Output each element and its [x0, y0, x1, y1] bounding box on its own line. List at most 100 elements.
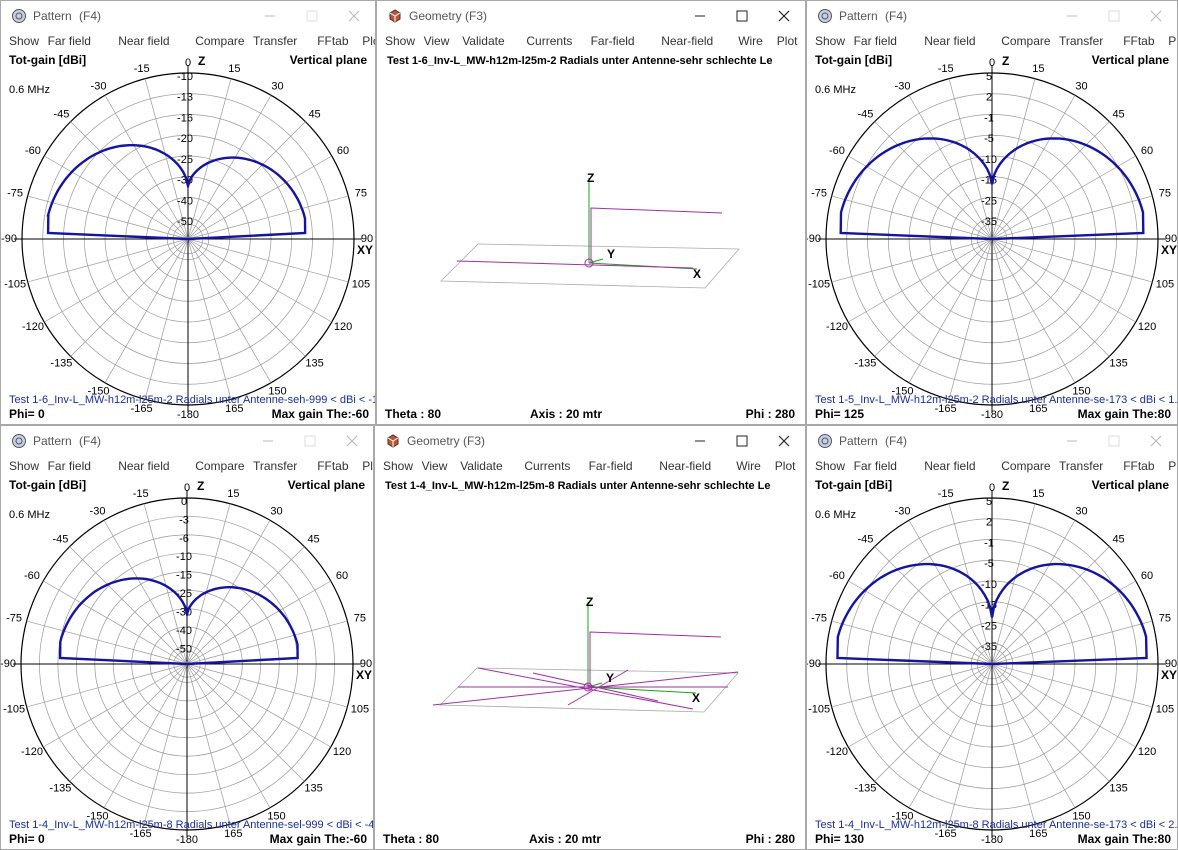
- geometry-heading: Test 1-6_Inv-L_MW-h12m-l25m-2 Radials un…: [387, 55, 773, 67]
- menu-item[interactable]: Show: [815, 459, 846, 473]
- menu-item[interactable]: Transfer: [1059, 34, 1104, 48]
- window-icon: [12, 9, 26, 23]
- grid-spoke: [831, 663, 993, 708]
- menu-item[interactable]: Compare: [1001, 34, 1051, 48]
- menu-item[interactable]: View: [421, 459, 448, 473]
- window: Geometry (F3) Show View Validate Currents Far-…: [376, 0, 806, 425]
- menu-item[interactable]: Wire: [736, 459, 761, 473]
- menu-item[interactable]: Validate: [460, 459, 503, 473]
- title-bar[interactable]: Pattern (F4): [807, 1, 1177, 31]
- menu-item[interactable]: Show: [385, 34, 416, 48]
- angle-label: -180: [176, 834, 198, 846]
- close-button[interactable]: [778, 435, 790, 447]
- menu-item[interactable]: Show: [9, 34, 40, 48]
- menu-item[interactable]: Show: [383, 459, 414, 473]
- frequency-label: 0.6 MHz: [9, 509, 50, 521]
- menu-item[interactable]: FFtab: [317, 459, 349, 473]
- maximize-button[interactable]: [306, 10, 318, 22]
- grid-spoke: [143, 663, 188, 825]
- title-bar[interactable]: Pattern (F4): [807, 426, 1177, 456]
- menu-item[interactable]: Show: [815, 34, 846, 48]
- menu-item[interactable]: Far field: [853, 34, 897, 48]
- angle-label: 90: [360, 658, 372, 670]
- menu-item[interactable]: Compare: [195, 459, 245, 473]
- menu-item[interactable]: FFtab: [317, 34, 349, 48]
- angle-label: -45: [53, 108, 69, 120]
- title-bar[interactable]: Geometry (F3): [375, 426, 805, 456]
- grid-spoke: [187, 195, 349, 240]
- maximize-button[interactable]: [736, 435, 748, 447]
- menu-item[interactable]: Far field: [47, 34, 91, 48]
- close-button[interactable]: [346, 435, 358, 447]
- angle-label: 105: [1156, 703, 1174, 715]
- menu-item[interactable]: FFtab: [1123, 34, 1155, 48]
- grid-spoke: [991, 620, 1153, 665]
- menu-item[interactable]: Compare: [195, 34, 245, 48]
- grid-spoke: [187, 155, 332, 240]
- window-controls: [1067, 435, 1162, 447]
- menu-item[interactable]: Transfer: [253, 34, 298, 48]
- close-button[interactable]: [1150, 435, 1162, 447]
- grid-spoke: [991, 663, 1036, 825]
- plane-label: Vertical plane: [290, 53, 368, 67]
- grid-spoke: [991, 238, 1136, 323]
- menu-item[interactable]: Plot: [362, 34, 375, 48]
- angle-label: -150: [86, 810, 108, 822]
- maximize-button[interactable]: [1108, 435, 1120, 447]
- maximize-button[interactable]: [736, 10, 748, 22]
- menu-item[interactable]: Near field: [118, 34, 170, 48]
- maximize-button[interactable]: [1108, 10, 1120, 22]
- axis-label: X: [693, 267, 701, 281]
- menu-item[interactable]: Plot: [362, 459, 373, 473]
- grid-spoke: [186, 663, 331, 748]
- menu-item[interactable]: Far field: [47, 459, 91, 473]
- title-bar[interactable]: Pattern (F4): [1, 426, 373, 456]
- maximize-button[interactable]: [304, 435, 316, 447]
- title-bar[interactable]: Pattern (F4): [1, 1, 375, 31]
- menu-item[interactable]: Show: [9, 459, 40, 473]
- menu-item[interactable]: Plot: [1168, 459, 1178, 473]
- menu-item[interactable]: Far-field: [590, 34, 635, 48]
- grid-spoke: [187, 238, 349, 283]
- menu-item[interactable]: Wire: [738, 34, 763, 48]
- menu-item[interactable]: Far-field: [588, 459, 633, 473]
- pattern-curve: [58, 577, 299, 666]
- menu-item[interactable]: Far field: [853, 459, 897, 473]
- menu-item[interactable]: Currents: [524, 459, 571, 473]
- menu-item[interactable]: Currents: [526, 34, 573, 48]
- menu-item[interactable]: Plot: [774, 459, 796, 473]
- angle-label: 45: [308, 108, 320, 120]
- menu-item[interactable]: Transfer: [253, 459, 298, 473]
- grid-spoke: [143, 503, 188, 665]
- close-button[interactable]: [778, 10, 790, 22]
- grid-spoke: [186, 503, 231, 665]
- grid-spoke: [27, 195, 189, 240]
- geometry-heading: Test 1-4_Inv-L_MW-h12m-l25m-8 Radials un…: [385, 480, 771, 492]
- radial-label: -50: [177, 216, 193, 228]
- radial-label: -25: [981, 620, 997, 632]
- menu-item[interactable]: Near-field: [661, 34, 714, 48]
- menu-item[interactable]: Plot: [776, 34, 798, 48]
- menu-item[interactable]: Plot: [1168, 34, 1178, 48]
- menu-item[interactable]: Near field: [118, 459, 170, 473]
- close-button[interactable]: [1150, 10, 1162, 22]
- angle-label: -135: [854, 357, 876, 369]
- menu-item[interactable]: Compare: [1001, 459, 1051, 473]
- close-button[interactable]: [348, 10, 360, 22]
- menu-item[interactable]: Validate: [462, 34, 505, 48]
- menu-item[interactable]: Transfer: [1059, 459, 1104, 473]
- wire: [589, 631, 722, 687]
- menu-item[interactable]: FFtab: [1123, 459, 1155, 473]
- plot-area: Z Y X Test 1-6_Inv-L_MW-h12m-l25m-2 Radials…: [385, 55, 795, 421]
- menu-bar: Show Far field Near field Compare Transfer FF…: [1, 31, 375, 51]
- title-bar[interactable]: Geometry (F3): [377, 1, 805, 31]
- footer-text: Test 1-5_Inv-L_MW-h12m-l25m-2 Radials un…: [815, 394, 1177, 406]
- menu-item[interactable]: Near field: [924, 34, 976, 48]
- grid-spoke: [831, 620, 993, 665]
- angle-label: 60: [336, 570, 348, 582]
- menu-item[interactable]: View: [423, 34, 450, 48]
- angle-label: -45: [857, 108, 873, 120]
- menu-item[interactable]: Near-field: [659, 459, 712, 473]
- menu-item[interactable]: Near field: [924, 459, 976, 473]
- icon-shape: [12, 434, 26, 448]
